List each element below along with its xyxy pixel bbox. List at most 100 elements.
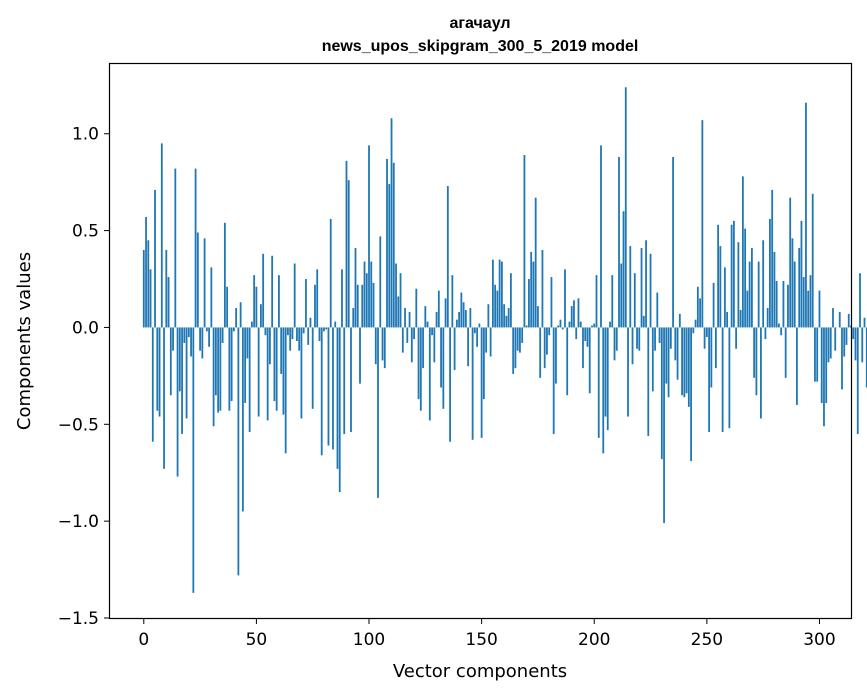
bar (735, 327, 738, 349)
bar (769, 218, 771, 328)
bar (762, 240, 765, 328)
bar (816, 327, 819, 382)
bar (658, 327, 661, 343)
bar (523, 155, 526, 328)
bar (241, 327, 244, 512)
bar (217, 327, 220, 413)
bar (293, 263, 296, 328)
bar (172, 327, 174, 351)
chart-title: агачаул (449, 15, 510, 32)
bar (683, 327, 686, 398)
bar (755, 327, 758, 396)
bar (302, 327, 305, 334)
bar (446, 186, 449, 328)
bar (773, 251, 776, 328)
bar (311, 327, 314, 409)
bar (726, 311, 729, 328)
bar (694, 319, 697, 328)
bar (838, 311, 841, 328)
bar (647, 327, 650, 436)
bar (744, 228, 747, 328)
bar (753, 327, 756, 378)
bar (532, 261, 535, 328)
bar (528, 279, 530, 328)
bar (519, 327, 521, 353)
bar (552, 327, 555, 434)
bar (374, 327, 377, 365)
bar (361, 284, 364, 328)
bar (663, 327, 665, 524)
bar (487, 304, 490, 328)
bar (600, 145, 602, 328)
bar (604, 327, 607, 417)
x-tick-label: 300 (803, 630, 835, 650)
bar (260, 304, 262, 328)
bar (624, 87, 627, 328)
bar (347, 180, 350, 328)
bar (575, 327, 578, 340)
bar (539, 327, 542, 378)
bar (296, 327, 298, 341)
bar (485, 327, 488, 353)
bar (478, 323, 481, 328)
x-axis-label: Vector components (393, 661, 567, 682)
bar (163, 327, 165, 469)
bar (178, 327, 181, 392)
bar (588, 327, 591, 394)
bar (377, 327, 379, 498)
bar (352, 308, 355, 328)
bar (354, 248, 357, 328)
bar (584, 327, 587, 341)
bar (856, 327, 859, 434)
bar (275, 327, 278, 411)
y-tick-label: 0.5 (72, 222, 99, 242)
bar (543, 327, 546, 369)
bar (516, 327, 519, 351)
bar (318, 327, 321, 341)
bar (760, 327, 762, 419)
bar (829, 327, 832, 359)
bar (156, 327, 159, 411)
bar (282, 327, 285, 415)
bar (705, 327, 708, 338)
bar (751, 248, 753, 328)
bar (426, 321, 429, 328)
bar (431, 327, 433, 336)
bar (264, 327, 267, 336)
bar (501, 261, 503, 328)
bar (766, 308, 769, 328)
bar (176, 327, 179, 477)
bar (665, 327, 668, 384)
bar (255, 286, 258, 328)
bar (453, 327, 456, 371)
bar (631, 327, 634, 365)
bar (273, 327, 276, 402)
bar (793, 261, 796, 328)
bar (611, 275, 614, 328)
bar (654, 327, 656, 351)
bar (723, 267, 726, 328)
bar (190, 327, 192, 357)
bar (593, 323, 596, 328)
bar (230, 327, 233, 402)
bar (800, 220, 803, 328)
bar (469, 308, 472, 328)
bar (323, 327, 325, 332)
x-tick-label: 0 (138, 630, 149, 650)
bar (660, 327, 663, 460)
y-tick-label: 0.0 (72, 318, 99, 338)
bar (451, 275, 454, 328)
bar (579, 321, 582, 328)
bar (284, 327, 287, 454)
chart-subtitle: news_upos_skipgram_300_5_2019 model (322, 38, 639, 55)
bar (437, 290, 440, 328)
bar (507, 308, 510, 328)
bar (455, 319, 458, 328)
bar (802, 277, 805, 328)
bar (460, 292, 463, 328)
bar (356, 284, 359, 328)
bar (235, 308, 238, 328)
bar (591, 325, 593, 328)
bar (239, 302, 242, 328)
bar (158, 327, 161, 417)
